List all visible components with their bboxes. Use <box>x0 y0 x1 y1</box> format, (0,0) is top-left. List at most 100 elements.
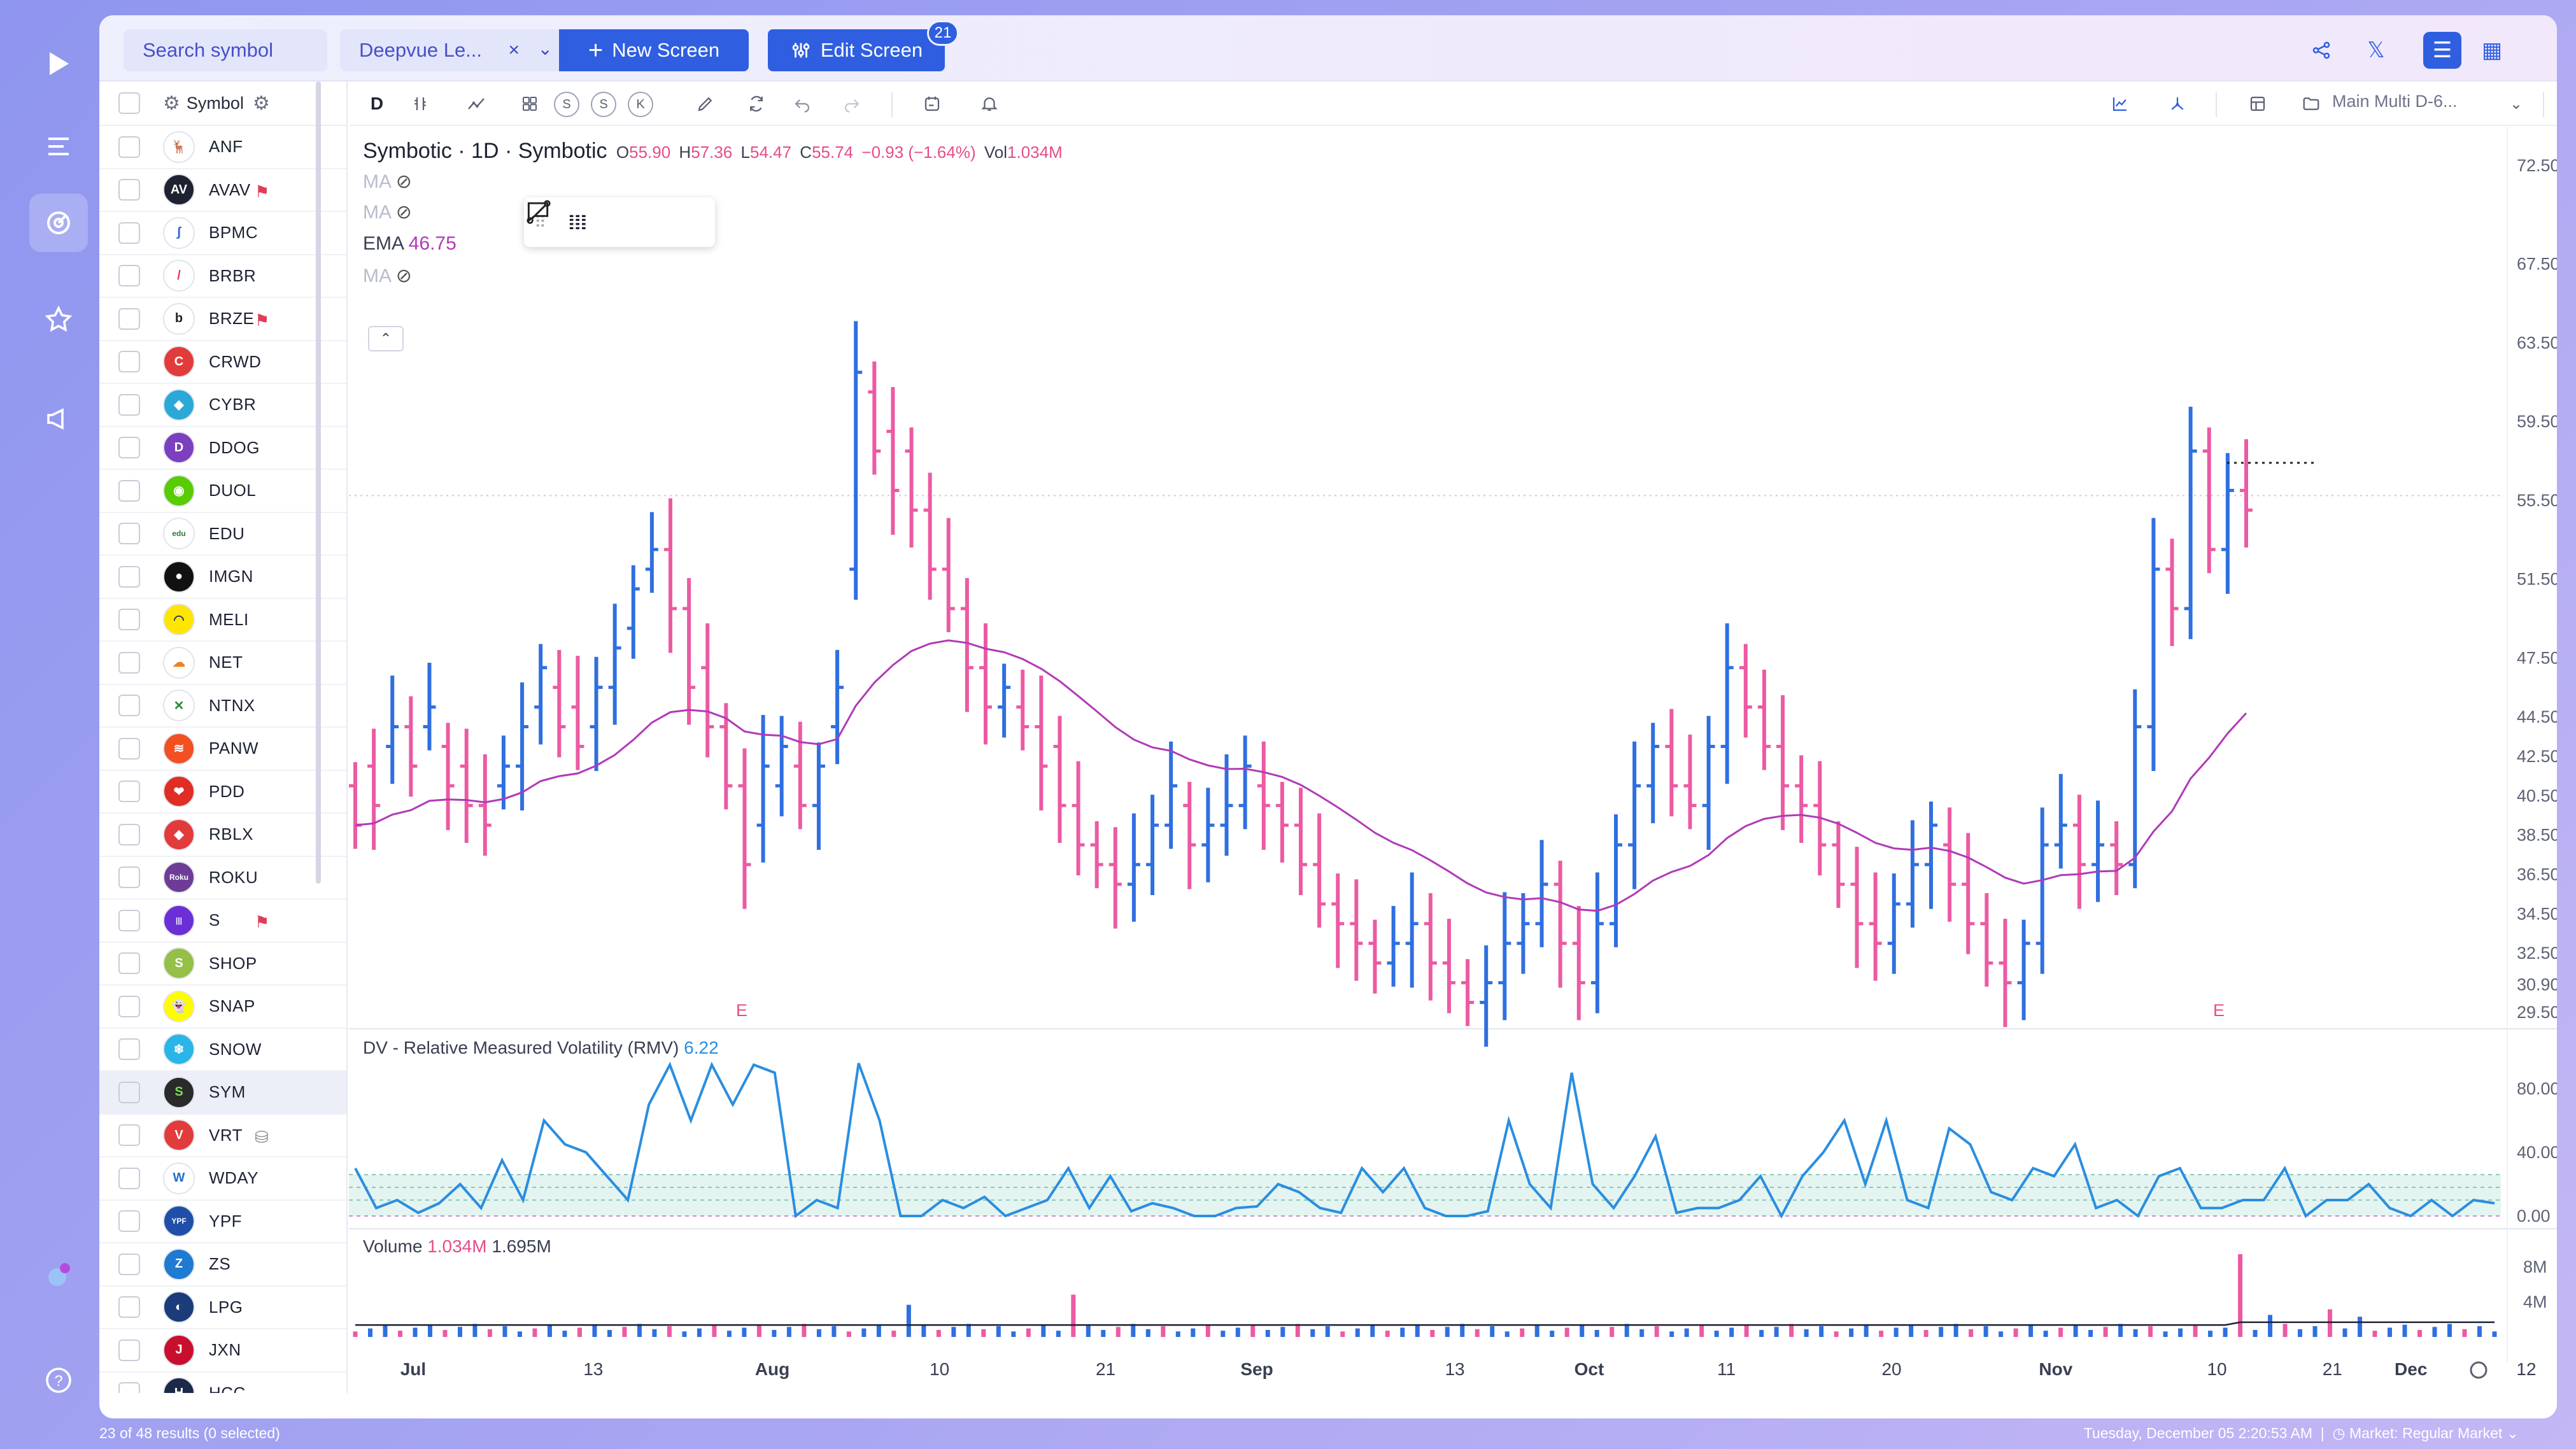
watchlist-row[interactable]: AV AVAV ⚑ <box>99 169 346 212</box>
row-checkbox[interactable] <box>118 307 140 330</box>
settings-icon[interactable]: ⚙ <box>163 92 180 114</box>
close-icon[interactable]: × <box>508 39 520 60</box>
line-chart-icon[interactable] <box>2106 90 2134 117</box>
row-checkbox[interactable] <box>118 479 140 502</box>
watchlist-row[interactable]: H HCC <box>99 1373 346 1393</box>
chevron-down-icon[interactable]: ⌄ <box>537 39 553 59</box>
row-checkbox[interactable] <box>118 952 140 975</box>
row-checkbox[interactable] <box>118 737 140 760</box>
new-screen-button[interactable]: + New Screen <box>559 29 749 71</box>
eye-hidden-icon[interactable]: ⊘ <box>395 171 412 192</box>
row-checkbox[interactable] <box>118 1253 140 1275</box>
ma3-legend[interactable]: MA ⊘ <box>363 265 412 287</box>
watchlist-scrollbar[interactable] <box>316 81 321 884</box>
chevron-down-icon[interactable]: ⌄ <box>2509 95 2523 113</box>
study-k-button[interactable]: K <box>628 92 653 117</box>
row-checkbox[interactable] <box>118 1167 140 1189</box>
row-checkbox[interactable] <box>118 136 140 158</box>
axis-settings-icon[interactable] <box>2470 1361 2488 1379</box>
list-view-icon[interactable]: ☰ <box>2423 32 2461 69</box>
menu-lines-icon[interactable] <box>29 117 88 176</box>
watchlist-row[interactable]: ✕ NTNX <box>99 685 346 728</box>
calendar-icon[interactable] <box>918 90 946 117</box>
row-checkbox[interactable] <box>118 1081 140 1103</box>
watchlist-row[interactable]: b BRZE ⚑ <box>99 298 346 341</box>
x-twitter-icon[interactable]: 𝕏 <box>2367 38 2385 62</box>
star-icon[interactable] <box>29 290 88 349</box>
megaphone-icon[interactable] <box>29 390 88 448</box>
watchlist-row[interactable]: S SHOP <box>99 943 346 986</box>
symbol-column-header[interactable]: Symbol <box>186 93 244 113</box>
study-s2-button[interactable]: S <box>591 92 616 117</box>
watchlist-row[interactable]: / BRBR <box>99 255 346 298</box>
drag-handle-icon[interactable]: ⠿ <box>534 212 547 232</box>
chevron-down-icon[interactable]: ⌄ <box>2506 1424 2519 1441</box>
ma1-legend[interactable]: MA ⊘ <box>363 171 412 193</box>
help-icon[interactable]: ? <box>29 1351 88 1410</box>
chart-canvas[interactable]: 72.50 67.50 63.50 59.50 55.50 51.50 47.50 44.50… <box>349 127 2557 1393</box>
watchlist-row[interactable]: ≋ PANW <box>99 728 346 771</box>
watchlist-row[interactable]: ☁ NET <box>99 642 346 685</box>
watchlist-row[interactable]: S SYM <box>99 1071 346 1115</box>
draw-pencil-icon[interactable] <box>691 90 719 117</box>
watchlist-row[interactable]: ● IMGN <box>99 556 346 599</box>
ma2-legend[interactable]: MA ⊘ <box>363 201 412 223</box>
refresh-icon[interactable] <box>742 90 770 117</box>
rmv-legend[interactable]: DV - Relative Measured Volatility (RMV) … <box>363 1038 719 1058</box>
row-checkbox[interactable] <box>118 437 140 459</box>
row-checkbox[interactable] <box>118 565 140 588</box>
layout-name-select[interactable]: Main Multi D-6... <box>2332 92 2458 111</box>
interval-button[interactable]: D <box>370 94 384 113</box>
row-checkbox[interactable] <box>118 1339 140 1361</box>
collapse-legend-button[interactable]: ⌃ <box>368 326 404 351</box>
flag-icon[interactable]: ⚑ <box>255 912 270 931</box>
eye-hidden-icon[interactable]: ⊘ <box>395 265 412 286</box>
indicators-icon[interactable] <box>462 90 490 117</box>
earnings-chip-icon[interactable]: ⛁ <box>255 1127 269 1147</box>
watchlist-row[interactable]: Roku ROKU <box>99 857 346 900</box>
search-symbol-button[interactable]: Search symbol <box>124 29 327 71</box>
alert-bell-icon[interactable] <box>975 90 1003 117</box>
watchlist-row[interactable]: ❄ SNOW <box>99 1029 346 1071</box>
comment-tool-icon[interactable] <box>524 197 552 225</box>
volume-legend[interactable]: Volume 1.034M 1.695M <box>363 1236 551 1257</box>
row-checkbox[interactable] <box>118 909 140 931</box>
row-checkbox[interactable] <box>118 609 140 631</box>
select-all-checkbox[interactable] <box>118 92 140 114</box>
flag-icon[interactable]: ⚑ <box>255 311 270 330</box>
bar-tool-icon[interactable]: 𝍖 <box>568 210 588 234</box>
flag-icon[interactable]: ⚑ <box>255 181 270 201</box>
watchlist-row[interactable]: 👻 SNAP <box>99 986 346 1029</box>
share-icon[interactable] <box>2302 32 2340 69</box>
watchlist-row[interactable]: Z ZS <box>99 1243 346 1287</box>
row-checkbox[interactable] <box>118 265 140 287</box>
row-checkbox[interactable] <box>118 523 140 545</box>
compare-icon[interactable] <box>2163 90 2191 117</box>
ema-legend[interactable]: EMA 46.75 <box>363 233 456 255</box>
row-checkbox[interactable] <box>118 995 140 1017</box>
screen-tab[interactable]: Deepvue Le... × ⌄ <box>340 29 569 71</box>
row-checkbox[interactable] <box>118 1296 140 1318</box>
folder-icon[interactable] <box>2297 90 2325 117</box>
bar-type-icon[interactable] <box>406 90 434 117</box>
row-checkbox[interactable] <box>118 1124 140 1147</box>
symbol-title[interactable]: Symbotic · 1D · Symbotic <box>363 139 607 163</box>
row-checkbox[interactable] <box>118 1038 140 1061</box>
study-s1-button[interactable]: S <box>554 92 579 117</box>
eye-hidden-icon[interactable]: ⊘ <box>395 202 412 223</box>
row-checkbox[interactable] <box>118 179 140 201</box>
watchlist-row[interactable]: 🦌 ANF <box>99 126 346 169</box>
price-chart[interactable]: 72.50 67.50 63.50 59.50 55.50 51.50 47.50 44.50… <box>349 127 2557 1393</box>
radar-icon[interactable] <box>29 194 88 252</box>
row-checkbox[interactable] <box>118 393 140 416</box>
edit-screen-button[interactable]: Edit Screen <box>768 29 945 71</box>
watchlist-row[interactable]: ◐ LPG <box>99 1287 346 1329</box>
undo-icon[interactable] <box>788 90 816 117</box>
row-checkbox[interactable] <box>118 823 140 845</box>
watchlist-row[interactable]: ◠ MELI <box>99 599 346 642</box>
row-checkbox[interactable] <box>118 695 140 717</box>
row-checkbox[interactable] <box>118 222 140 244</box>
watchlist-row[interactable]: ||| S ⚑ <box>99 900 346 943</box>
watchlist-row[interactable]: ❤ PDD <box>99 771 346 814</box>
templates-icon[interactable] <box>516 90 544 117</box>
